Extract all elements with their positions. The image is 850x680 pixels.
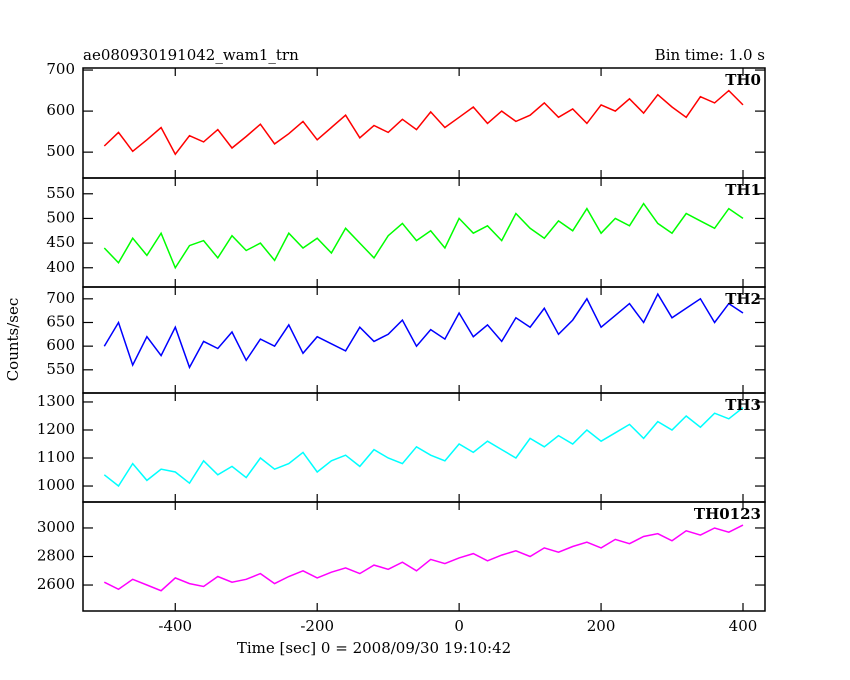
data-line <box>103 292 744 370</box>
y-tick-label: 600 <box>46 336 75 354</box>
panel-frame <box>82 392 766 503</box>
panel-label: TH0123 <box>694 505 761 523</box>
y-tick-label: 550 <box>46 360 75 378</box>
x-tick-label: 200 <box>587 617 616 635</box>
y-tick-label: 500 <box>46 208 75 226</box>
y-tick-label: 1200 <box>37 420 75 438</box>
y-tick-label: 600 <box>46 101 75 119</box>
y-axis-label: Counts/sec <box>4 298 22 382</box>
y-tick-label: 1100 <box>37 448 75 466</box>
y-tick-label: 550 <box>46 184 75 202</box>
y-tick-label: 700 <box>46 289 75 307</box>
y-tick-label: 2800 <box>37 547 75 565</box>
data-line <box>103 524 744 592</box>
panel-frame <box>82 501 766 612</box>
panel-label: TH1 <box>725 181 761 199</box>
y-tick-label: 1000 <box>37 476 75 494</box>
y-tick-label: 400 <box>46 258 75 276</box>
y-tick-label: 2600 <box>37 575 75 593</box>
y-tick-label: 1300 <box>37 392 75 410</box>
x-tick-label: -400 <box>158 617 192 635</box>
y-tick-label: 700 <box>46 60 75 78</box>
panel-frame <box>82 177 766 288</box>
y-tick-label: 500 <box>46 142 75 160</box>
panel-label: TH3 <box>725 396 761 414</box>
x-tick-label: -200 <box>300 617 334 635</box>
x-tick-label: 400 <box>729 617 758 635</box>
y-tick-label: 650 <box>46 312 75 330</box>
bin-time: Bin time: 1.0 s <box>655 46 765 64</box>
panel-label: TH0 <box>725 71 761 89</box>
y-tick-label: 3000 <box>37 518 75 536</box>
data-line <box>103 407 744 488</box>
panel-label: TH2 <box>725 290 761 308</box>
panel-frame <box>82 67 766 179</box>
data-line <box>103 202 744 270</box>
x-tick-label: 0 <box>454 617 464 635</box>
chart-title: ae080930191042_wam1_trn <box>83 46 299 64</box>
x-axis-label: Time [sec] 0 = 2008/09/30 19:10:42 <box>237 639 511 657</box>
data-line <box>103 89 744 156</box>
y-tick-label: 450 <box>46 233 75 251</box>
